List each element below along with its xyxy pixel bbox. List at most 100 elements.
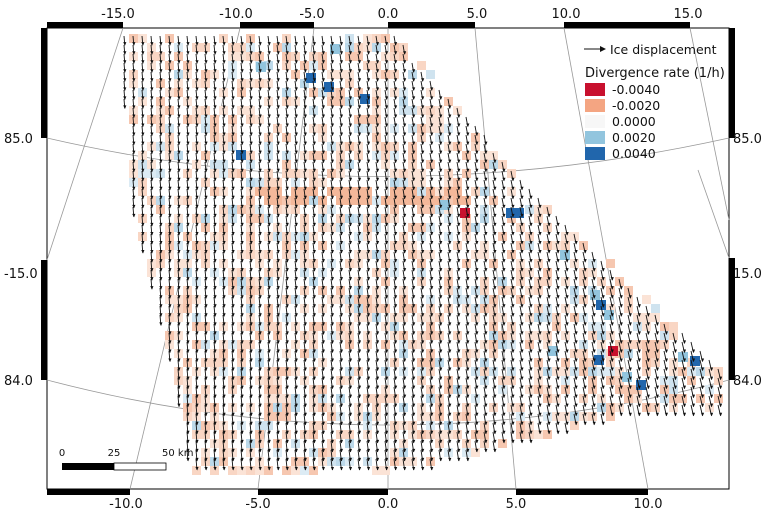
displacement-arrow [276,62,280,73]
displacement-arrow [330,341,334,353]
displacement-arrow [465,305,470,317]
displacement-arrow [384,206,389,218]
displacement-arrow [393,179,398,191]
displacement-arrow [663,395,668,408]
displacement-arrow [492,314,497,326]
displacement-arrow [294,80,298,91]
displacement-arrow [159,134,163,146]
displacement-arrow [222,413,226,426]
displacement-arrow [231,233,235,245]
displacement-arrow [204,251,208,263]
displacement-arrow [168,233,172,245]
displacement-arrow [420,224,425,236]
divergence-cell [192,466,201,475]
displacement-arrow [357,53,362,64]
right-lat-label: 84.0 [733,374,762,389]
displacement-arrow [240,395,244,408]
displacement-arrow [231,323,235,335]
displacement-arrow [303,143,307,155]
displacement-arrow [420,269,425,281]
displacement-arrow [375,62,380,73]
displacement-arrow [636,314,641,326]
displacement-arrow [564,305,569,317]
displacement-arrow [195,422,199,435]
displacement-arrow [339,377,344,390]
displacement-arrow [303,413,307,426]
displacement-arrow [429,125,434,137]
displacement-arrow [168,143,172,155]
displacement-arrow [366,89,371,100]
displacement-arrow [231,287,235,299]
displacement-arrow [402,161,407,173]
displacement-arrow [519,233,524,245]
displacement-arrow [429,305,434,317]
displacement-arrow [609,323,614,335]
displacement-arrow [375,224,380,236]
displacement-arrow [375,377,380,390]
displacement-arrow [357,206,362,218]
displacement-arrow [537,287,542,299]
displacement-arrow [186,323,190,335]
displacement-arrow [339,80,344,91]
displacement-arrow [339,206,344,218]
displacement-arrow [654,359,659,372]
displacement-arrow [438,98,443,109]
displacement-arrow [276,107,280,118]
displacement-arrow [204,269,208,281]
displacement-arrow [501,386,506,399]
displacement-arrow [240,287,244,299]
displacement-arrow [159,152,163,164]
displacement-arrow [429,449,434,462]
displacement-arrow [150,206,154,218]
displacement-arrow [510,251,515,263]
displacement-arrow [348,305,353,317]
displacement-arrow [357,215,362,227]
displacement-arrow [132,62,136,73]
displacement-arrow [591,251,596,263]
displacement-arrow [357,413,362,426]
displacement-arrow [492,251,497,263]
displacement-arrow [411,332,416,344]
displacement-arrow [285,35,289,46]
displacement-arrow [267,89,271,100]
displacement-arrow [339,152,344,164]
displacement-arrow [240,314,244,326]
displacement-arrow [447,116,452,127]
displacement-arrow [537,206,542,218]
displacement-arrow [195,413,199,426]
displacement-arrow [411,116,416,127]
displacement-arrow [285,143,289,155]
displacement-arrow [384,314,389,326]
displacement-arrow [276,152,280,164]
displacement-arrow [195,350,199,362]
displacement-arrow [249,422,253,435]
displacement-arrow [186,314,190,326]
displacement-arrow [303,206,307,218]
displacement-arrow [357,278,362,290]
displacement-arrow [474,125,479,137]
displacement-arrow [330,278,334,290]
displacement-arrow [555,260,560,272]
displacement-arrow [168,251,172,263]
displacement-arrow [438,377,443,390]
displacement-arrow [420,179,425,191]
displacement-arrow [465,395,470,408]
displacement-arrow [276,350,280,362]
displacement-arrow [645,314,650,326]
displacement-arrow [231,305,235,317]
displacement-arrow [303,431,307,444]
displacement-arrow [267,395,271,408]
displacement-arrow [573,359,578,372]
displacement-arrow [204,287,208,299]
displacement-arrow [366,224,371,236]
displacement-arrow [267,341,271,353]
divergence-cell-strong [622,372,632,382]
displacement-arrow [672,350,678,362]
displacement-arrow [150,233,154,245]
displacement-arrow [312,224,316,236]
displacement-arrow [222,89,226,100]
displacement-arrow [420,107,425,118]
displacement-arrow [474,440,479,453]
displacement-arrow [573,278,578,290]
displacement-arrow [249,80,253,91]
